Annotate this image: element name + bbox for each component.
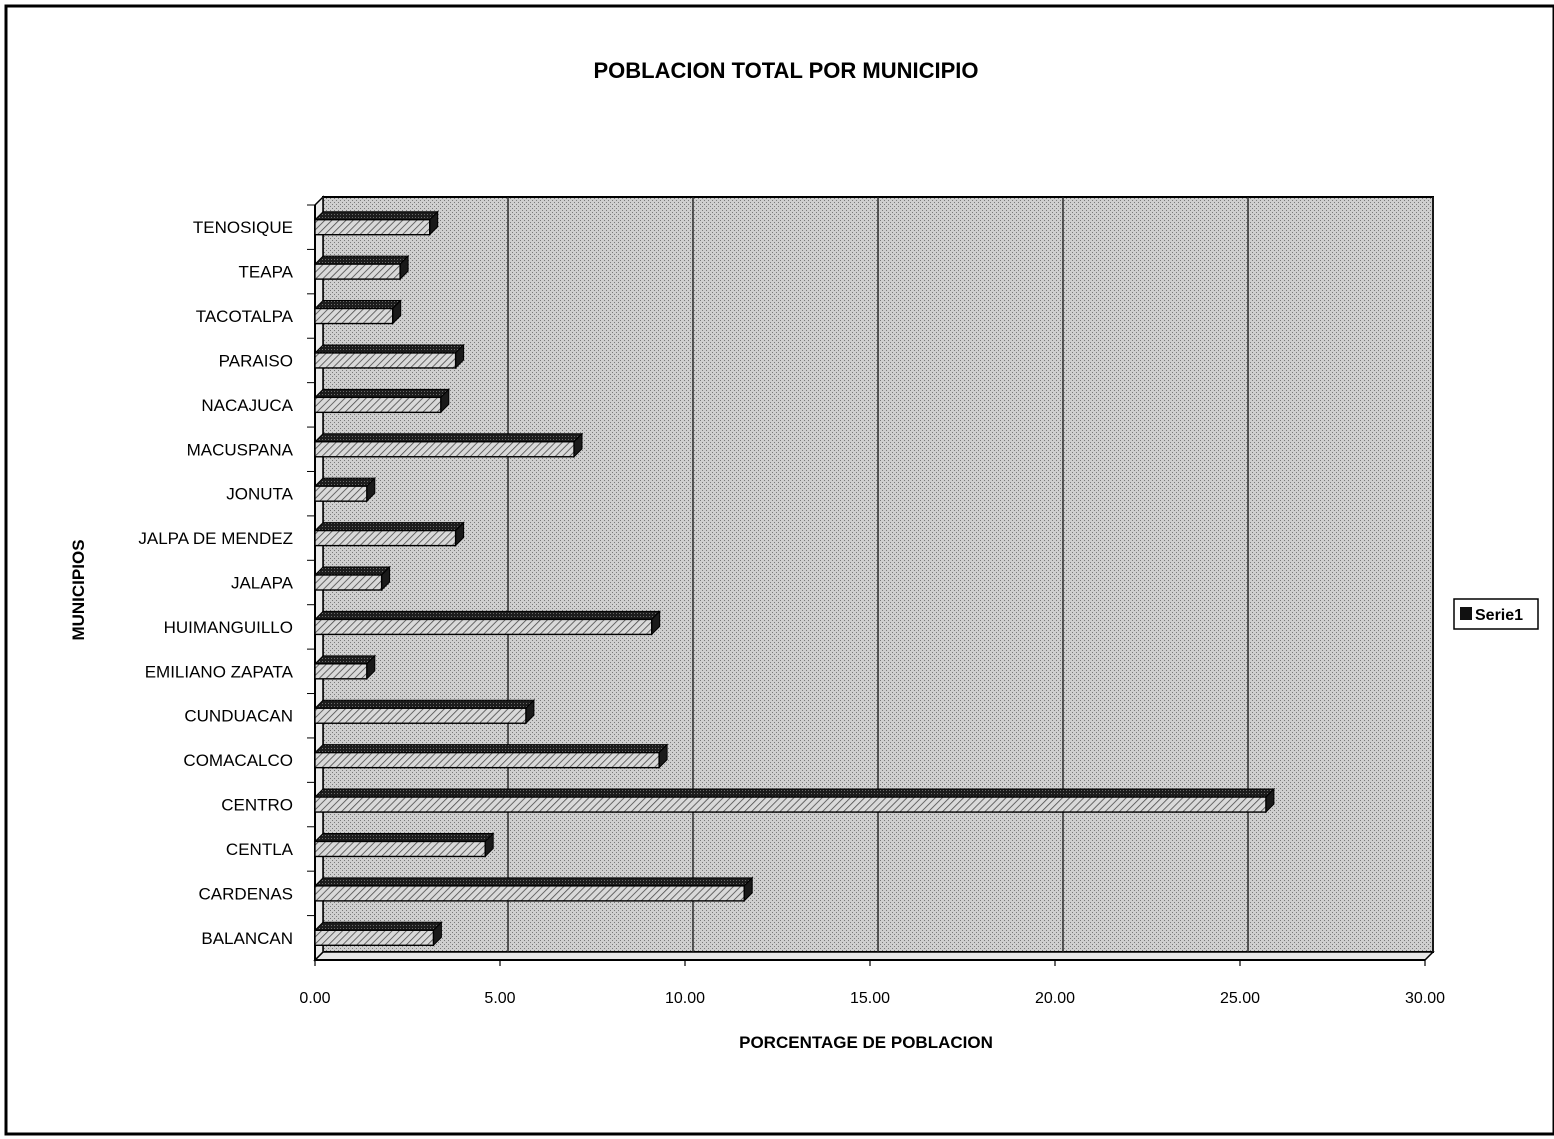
bar	[313, 388, 451, 414]
category-label: NACAJUCA	[201, 396, 293, 415]
bar-front-face	[314, 574, 383, 591]
bar-front-face	[314, 529, 457, 547]
x-tick-label: 5.00	[484, 990, 515, 1007]
category-label: PARAISO	[219, 351, 293, 370]
bar	[313, 921, 443, 947]
bar-top-face	[313, 877, 754, 887]
bar	[313, 832, 495, 858]
plot-floor	[313, 951, 1435, 961]
bar-top-face	[313, 388, 451, 398]
bar-top-face	[313, 344, 465, 354]
bar-top-face	[313, 788, 1276, 798]
bar-top-face	[313, 699, 536, 709]
bar-front-face	[314, 885, 745, 902]
legend-swatch	[1460, 607, 1472, 620]
bar-front-face	[314, 352, 457, 369]
bar	[313, 610, 661, 636]
bar	[313, 476, 377, 503]
bar	[313, 210, 439, 236]
category-label: MACUSPANA	[187, 440, 294, 459]
bar-front-face	[314, 307, 394, 325]
plot-area: 0.00 5.00 10.00 15.00 20.00 25.00 30.00 TENOSIQ…	[138, 195, 1445, 1007]
bar-top-face	[313, 921, 443, 931]
category-label: COMACALCO	[183, 751, 293, 770]
x-tick-label: 10.00	[665, 990, 705, 1007]
category-label: TENOSIQUE	[193, 218, 293, 237]
chart-title: POBLACION TOTAL POR MUNICIPIO	[593, 58, 978, 83]
bar-front-face	[314, 219, 431, 236]
bar-top-face	[313, 522, 465, 532]
bar-top-face	[313, 655, 377, 665]
bar	[313, 743, 669, 769]
bar	[313, 565, 391, 592]
bar-top-face	[313, 566, 391, 576]
bar-front-face	[314, 707, 527, 724]
x-tick-label: 0.00	[299, 990, 330, 1007]
category-label: HUIMANGUILLO	[164, 618, 293, 637]
bar	[313, 699, 536, 725]
category-label: CARDENAS	[199, 884, 293, 903]
category-label: CUNDUACAN	[184, 707, 293, 726]
bar-top-face	[313, 744, 669, 754]
bar-front-face	[314, 929, 435, 946]
bar-front-face	[314, 441, 575, 458]
bar-front-face	[314, 840, 486, 858]
bar-top-face	[313, 255, 410, 265]
category-label: TEAPA	[239, 263, 294, 282]
x-tick-label: 25.00	[1220, 990, 1260, 1007]
bar	[313, 343, 465, 370]
bar	[313, 787, 1276, 814]
bar	[313, 299, 402, 325]
category-label: TACOTALPA	[196, 307, 294, 326]
category-label: JALAPA	[231, 574, 294, 593]
bar-top-face	[313, 610, 661, 620]
x-tick-label: 20.00	[1035, 990, 1075, 1007]
category-label: CENTLA	[226, 840, 294, 859]
category-label: JONUTA	[226, 485, 293, 504]
bar-front-face	[314, 796, 1267, 813]
category-label: EMILIANO ZAPATA	[145, 662, 294, 681]
category-label: JALPA DE MENDEZ	[138, 529, 293, 548]
bar	[313, 521, 465, 547]
category-label: CENTRO	[221, 796, 293, 815]
category-label: BALANCAN	[201, 929, 293, 948]
x-axis-title: PORCENTAGE DE POBLACION	[739, 1033, 993, 1052]
bar	[313, 432, 584, 458]
x-tick-label: 15.00	[850, 990, 890, 1007]
bar-front-face	[314, 663, 368, 680]
bar	[313, 254, 410, 281]
bar-front-face	[314, 618, 653, 636]
legend: Serie1	[1453, 598, 1539, 630]
legend-label: Serie1	[1475, 607, 1523, 624]
bar-front-face	[314, 485, 368, 502]
bar-front-face	[314, 263, 401, 280]
bar-top-face	[313, 300, 402, 310]
bar-top-face	[313, 832, 495, 842]
bar-top-face	[313, 433, 584, 443]
bar-top-face	[313, 211, 439, 221]
bar-front-face	[314, 396, 442, 414]
bar	[313, 876, 754, 903]
bar	[313, 654, 377, 681]
bar-top-face	[313, 477, 377, 487]
y-axis-title: MUNICIPIOS	[69, 539, 88, 640]
bar-front-face	[314, 751, 660, 769]
x-tick-label: 30.00	[1405, 990, 1445, 1007]
